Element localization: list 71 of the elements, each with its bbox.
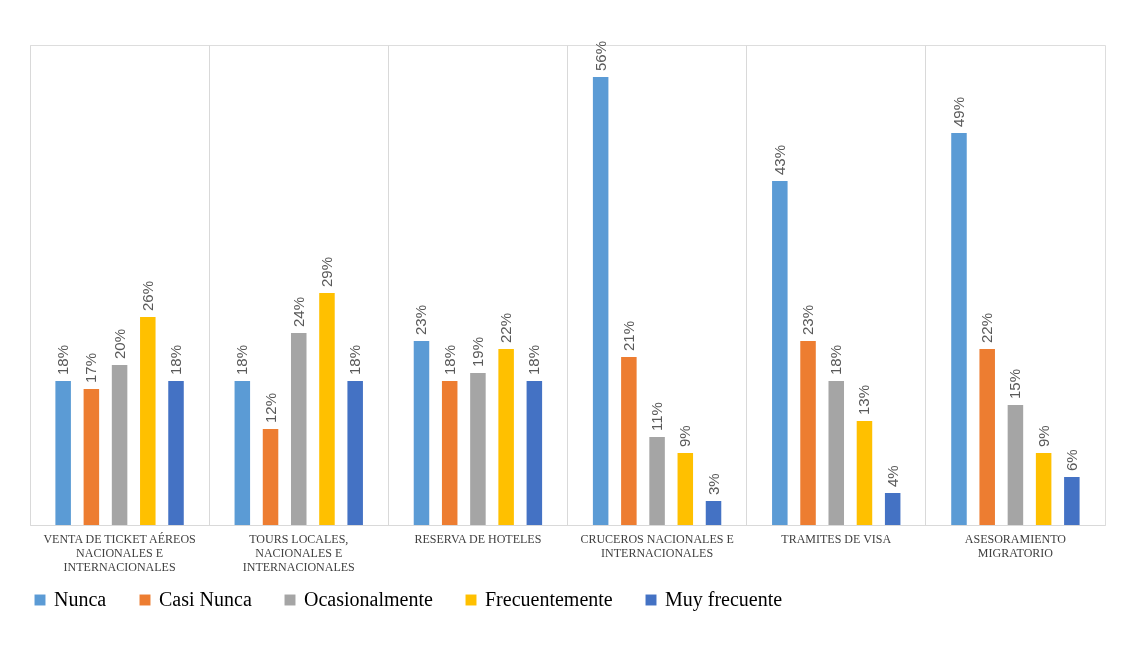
data-label: 21%: [619, 320, 637, 351]
data-label: 43%: [770, 144, 788, 175]
bar: [979, 349, 995, 525]
bar: [1035, 453, 1052, 525]
data-label: 18%: [233, 344, 251, 375]
bar: [319, 293, 335, 525]
bar: [856, 421, 873, 525]
data-label: 24%: [289, 296, 307, 327]
data-label: 6%: [1062, 449, 1080, 471]
bar: [234, 381, 251, 525]
bar: [262, 429, 279, 525]
bar: [168, 381, 184, 525]
legend-label: Ocasionalmente: [304, 588, 433, 610]
data-label: 9%: [1034, 425, 1052, 447]
bar: [1064, 477, 1080, 525]
data-label: 29%: [317, 256, 335, 287]
data-label: 11%: [648, 402, 666, 431]
bar: [1007, 405, 1024, 525]
bar: [772, 181, 788, 525]
data-label: 9%: [676, 425, 694, 447]
x-tick-label: RESERVA DE HOTELES: [414, 531, 542, 546]
bar: [347, 381, 363, 525]
bar: [884, 493, 901, 525]
bar: [705, 501, 722, 525]
bar: [83, 389, 100, 525]
legend-label: Casi Nunca: [159, 588, 252, 610]
data-label: 23%: [412, 304, 430, 335]
data-label: 18%: [440, 344, 458, 375]
x-tick-label: TRAMITES DE VISA: [781, 531, 892, 546]
x-tick-label: ASESORAMIENTO MIGRATORIO: [964, 531, 1067, 560]
data-label: 23%: [799, 304, 817, 335]
data-label: 19%: [468, 336, 486, 367]
data-label: 12%: [261, 392, 279, 423]
bar: [828, 381, 845, 525]
bar: [621, 357, 637, 525]
bar: [526, 381, 543, 525]
x-tick-label: CRUCEROS NACIONALES E INTERNACIONALES: [580, 531, 734, 560]
bar: [55, 381, 71, 525]
bar: [677, 453, 694, 525]
data-label: 13%: [855, 384, 873, 415]
data-label: 4%: [883, 465, 901, 487]
bar: [413, 341, 430, 525]
data-label: 18%: [346, 344, 364, 375]
bar: [140, 317, 156, 525]
legend-label: Nunca: [54, 588, 107, 610]
bar: [649, 437, 665, 525]
data-label: 17%: [82, 352, 100, 383]
legend-label: Muy frecuente: [665, 588, 783, 611]
data-label: 18%: [54, 344, 72, 375]
data-label: 49%: [949, 96, 967, 127]
data-label: 20%: [110, 328, 128, 359]
x-tick-label: VENTA DE TICKET AÉREOS NACIONALES E INTERNACIONALES: [43, 531, 196, 574]
data-label: 22%: [978, 312, 996, 343]
bar: [498, 349, 514, 525]
bar: [592, 77, 609, 525]
bar: [111, 365, 128, 525]
data-label: 3%: [704, 473, 722, 495]
bar: [951, 133, 967, 525]
data-label: 26%: [138, 280, 156, 311]
x-tick-label: TOURS LOCALES, NACIONALES E INTERNACIONALES: [242, 531, 355, 574]
data-label: 56%: [591, 40, 609, 71]
data-label: 15%: [1006, 368, 1024, 399]
data-label: 18%: [827, 344, 845, 375]
data-label: 22%: [497, 312, 515, 343]
bar: [290, 333, 307, 525]
data-label: 18%: [525, 344, 543, 375]
bar: [441, 381, 458, 525]
legend-label: Frecuentemente: [485, 588, 613, 610]
bar: [470, 373, 486, 525]
bar: [800, 341, 816, 525]
data-label: 18%: [167, 344, 185, 375]
